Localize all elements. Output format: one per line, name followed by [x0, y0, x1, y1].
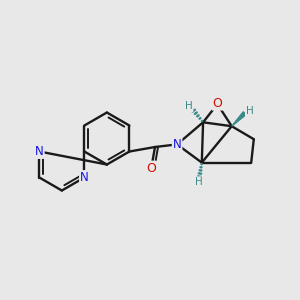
Text: H: H: [246, 106, 254, 116]
Text: H: H: [185, 101, 193, 111]
Text: N: N: [35, 145, 44, 158]
Text: N: N: [80, 171, 89, 184]
Text: H: H: [195, 177, 203, 187]
Polygon shape: [232, 112, 246, 126]
Text: O: O: [212, 97, 222, 110]
Text: O: O: [146, 162, 156, 175]
Text: N: N: [173, 138, 182, 151]
